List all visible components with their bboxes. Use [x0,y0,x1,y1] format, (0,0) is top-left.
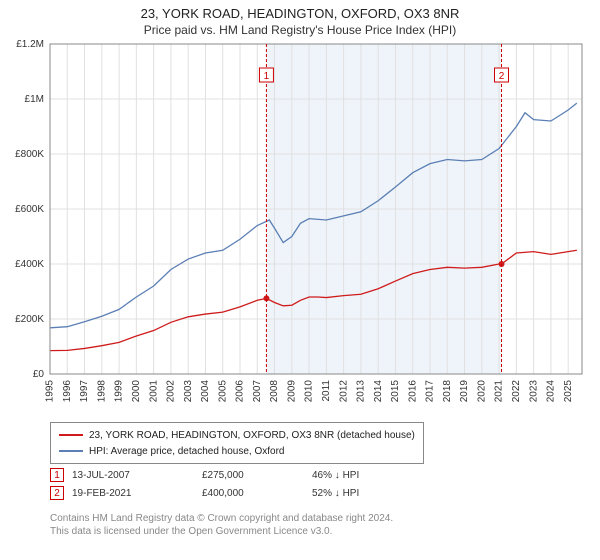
footer-line: Contains HM Land Registry data © Crown c… [50,512,393,525]
sale-marker: 1 [50,468,64,482]
sale-data-table: 1 13-JUL-2007£275,00046% ↓ HPI 2 19-FEB-202… [50,466,432,502]
line-chart: £0 £200K £400K £600K £800K £1M £1.2M 1995 1996 19… [0,0,600,418]
legend-item: HPI: Average price, detached house, Oxfo… [59,443,415,459]
chart-area: £0 £200K £400K £600K £800K £1M £1.2M 1995 1996 19… [0,0,600,418]
svg-text:2010: 2010 [304,380,315,403]
svg-text:2008: 2008 [269,380,280,403]
svg-text:£0: £0 [33,369,45,380]
svg-text:2025: 2025 [563,380,574,403]
svg-text:2001: 2001 [148,380,159,403]
svg-text:2000: 2000 [131,380,142,403]
svg-text:1: 1 [264,71,270,82]
svg-text:2004: 2004 [200,380,211,403]
legend-item: 23, YORK ROAD, HEADINGTON, OXFORD, OX3 8… [59,427,415,443]
svg-text:2003: 2003 [183,380,194,403]
svg-text:2022: 2022 [511,380,522,403]
sale-data-row: 2 19-FEB-2021£400,00052% ↓ HPI [50,484,432,502]
svg-text:1999: 1999 [114,380,125,403]
attribution-footer: Contains HM Land Registry data © Crown c… [50,512,393,538]
legend-label: 23, YORK ROAD, HEADINGTON, OXFORD, OX3 8… [89,430,415,441]
sale-date: 19-FEB-2021 [72,488,202,499]
svg-text:2005: 2005 [217,380,228,403]
svg-text:2: 2 [499,71,505,82]
legend: 23, YORK ROAD, HEADINGTON, OXFORD, OX3 8… [50,422,424,464]
svg-text:2020: 2020 [476,380,487,403]
svg-text:£1.2M: £1.2M [16,39,44,50]
svg-text:2021: 2021 [494,380,505,403]
svg-text:1997: 1997 [79,380,90,403]
legend-swatch [59,434,83,436]
svg-text:£1M: £1M [25,94,44,105]
svg-text:2014: 2014 [373,380,384,403]
svg-text:£200K: £200K [15,314,44,325]
sale-marker: 2 [50,486,64,500]
svg-text:2009: 2009 [286,380,297,403]
svg-text:2017: 2017 [425,380,436,403]
svg-text:2007: 2007 [252,380,263,403]
svg-text:2019: 2019 [459,380,470,403]
svg-text:2013: 2013 [356,380,367,403]
sale-delta: 52% ↓ HPI [312,488,432,499]
sale-price: £400,000 [202,488,312,499]
svg-text:2015: 2015 [390,380,401,403]
svg-text:2016: 2016 [407,380,418,403]
svg-text:1995: 1995 [45,380,56,403]
svg-text:2024: 2024 [546,380,557,403]
svg-text:2023: 2023 [528,380,539,403]
legend-swatch [59,450,83,452]
svg-text:1998: 1998 [96,380,107,403]
sale-price: £275,000 [202,470,312,481]
svg-text:£800K: £800K [15,149,44,160]
svg-text:2018: 2018 [442,380,453,403]
svg-text:£600K: £600K [15,204,44,215]
svg-text:1996: 1996 [62,380,73,403]
svg-text:2002: 2002 [166,380,177,403]
legend-label: HPI: Average price, detached house, Oxfo… [89,446,285,457]
svg-text:2006: 2006 [235,380,246,403]
sale-delta: 46% ↓ HPI [312,470,432,481]
svg-text:2011: 2011 [321,380,332,402]
sale-date: 13-JUL-2007 [72,470,202,481]
svg-text:£400K: £400K [15,259,44,270]
svg-text:2012: 2012 [338,380,349,403]
sale-data-row: 1 13-JUL-2007£275,00046% ↓ HPI [50,466,432,484]
footer-line: This data is licensed under the Open Gov… [50,525,393,538]
